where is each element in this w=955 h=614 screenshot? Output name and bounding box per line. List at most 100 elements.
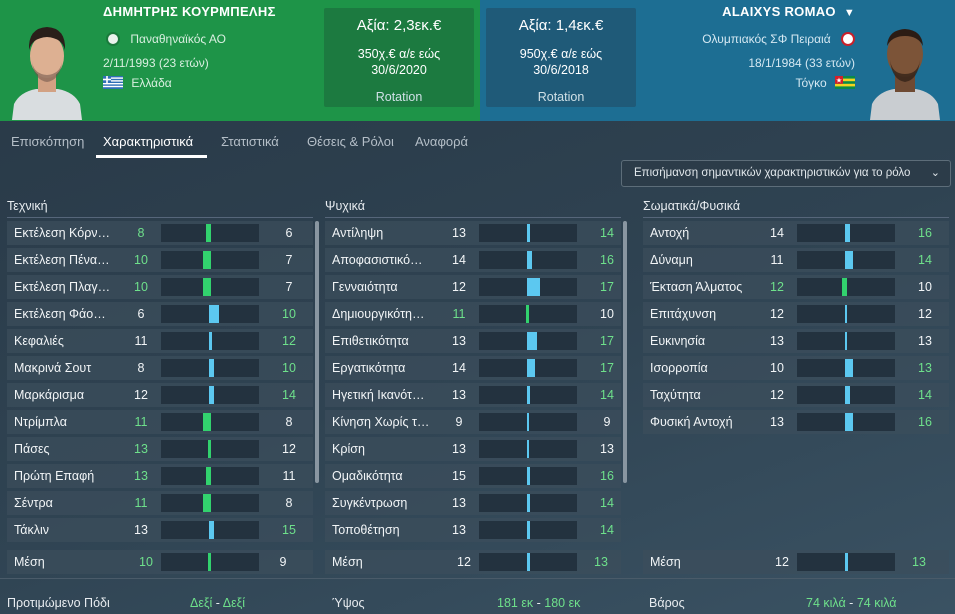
- left-player-value: 8: [137, 361, 145, 375]
- comparison-bar: [527, 332, 538, 350]
- comparison-bar: [527, 224, 530, 242]
- panathinaikos-crest-icon: [106, 32, 120, 46]
- attribute-label: Κίνηση Χωρίς τ…: [332, 415, 430, 429]
- left-player-value: 13: [452, 226, 466, 240]
- attribute-row[interactable]: Αντοχή 14 16: [643, 221, 949, 245]
- average-row[interactable]: Μέση 12 13: [325, 550, 621, 574]
- attribute-row[interactable]: Μαρκάρισμα 12 14: [7, 383, 313, 407]
- right-player-name-button[interactable]: ALAIXYS ROMAO ▼: [722, 4, 855, 19]
- attribute-row[interactable]: Συγκέντρωση 13 14: [325, 491, 621, 515]
- attribute-row[interactable]: Αποφασιστικό… 14 16: [325, 248, 621, 272]
- attribute-row[interactable]: Ταχύτητα 12 14: [643, 383, 949, 407]
- tab-positions-roles[interactable]: Θέσεις & Ρόλοι: [307, 134, 394, 149]
- comparison-bar: [209, 386, 215, 404]
- left-weight: 74 κιλά: [806, 596, 846, 610]
- comparison-bar: [209, 521, 215, 539]
- weight-values: 74 κιλά - 74 κιλά: [806, 596, 897, 610]
- right-player-value: 13: [918, 361, 932, 375]
- chevron-down-icon[interactable]: ▼: [843, 7, 855, 19]
- left-player-value: 15: [452, 469, 466, 483]
- attr-column-physical-title: Σωματικά/Φυσικά: [643, 199, 741, 213]
- attribute-row[interactable]: Φυσική Αντοχή 13 16: [643, 410, 949, 434]
- left-contract-box: Αξία: 2,3εκ.€ 350χ.€ α/ε εώς 30/6/2020 R…: [324, 8, 474, 107]
- attribute-row[interactable]: Δύναμη 11 14: [643, 248, 949, 272]
- attribute-row[interactable]: Πάσες 13 12: [7, 437, 313, 461]
- right-player-value: 16: [918, 226, 932, 240]
- attribute-label: Μέση: [650, 555, 681, 569]
- right-player-value: 13: [918, 334, 932, 348]
- column-scrollbar[interactable]: [623, 221, 627, 483]
- attribute-row[interactable]: Έκταση Άλματος 12 10: [643, 275, 949, 299]
- right-player-panel: Αξία: 1,4εκ.€ 950χ.€ α/ε εώς 30/6/2018 R…: [480, 0, 955, 121]
- tab-attributes[interactable]: Χαρακτηριστικά: [103, 134, 194, 149]
- attribute-row[interactable]: Εκτέλεση Κόρν… 8 6: [7, 221, 313, 245]
- right-player-nation[interactable]: Τόγκο: [795, 76, 855, 90]
- attribute-row[interactable]: Δημιουργικότη… 11 10: [325, 302, 621, 326]
- attribute-label: Κρίση: [332, 442, 365, 456]
- comparison-bar: [845, 332, 847, 350]
- attribute-row[interactable]: Εκτέλεση Φάο… 6 10: [7, 302, 313, 326]
- attribute-row[interactable]: Ηγετική Ικανότ… 13 14: [325, 383, 621, 407]
- left-player-value: 13: [452, 496, 466, 510]
- right-player-club[interactable]: Ολυμπιακός ΣΦ Πειραιά: [702, 32, 855, 46]
- right-player-value: 14: [600, 388, 614, 402]
- tab-stats[interactable]: Στατιστικά: [221, 134, 279, 149]
- attribute-label: Εργατικότητα: [332, 361, 406, 375]
- left-player-value: 14: [770, 226, 784, 240]
- attribute-row[interactable]: Τάκλιν 13 15: [7, 518, 313, 542]
- average-row[interactable]: Μέση 12 13: [643, 550, 949, 574]
- attribute-row[interactable]: Εκτέλεση Πένα… 10 7: [7, 248, 313, 272]
- left-player-avatar: [10, 12, 84, 120]
- tab-overview[interactable]: Επισκόπηση: [11, 134, 85, 149]
- comparison-bar: [208, 553, 211, 571]
- column-scrollbar[interactable]: [315, 221, 319, 483]
- left-contract-expiry: 30/6/2020: [371, 63, 427, 77]
- attribute-row[interactable]: Επιθετικότητα 13 17: [325, 329, 621, 353]
- right-player-value: 14: [600, 496, 614, 510]
- attribute-label: Τοποθέτηση: [332, 523, 400, 537]
- attribute-row[interactable]: Τοποθέτηση 13 14: [325, 518, 621, 542]
- attribute-row[interactable]: Ομαδικότητα 15 16: [325, 464, 621, 488]
- highlight-role-attributes-dropdown[interactable]: Επισήμανση σημαντικών χαρακτηριστικών γι…: [621, 160, 951, 187]
- attribute-row[interactable]: Κίνηση Χωρίς τ… 9 9: [325, 410, 621, 434]
- comparison-bar: [845, 305, 847, 323]
- average-row[interactable]: Μέση 10 9: [7, 550, 313, 574]
- right-height: 180 εκ: [544, 596, 581, 610]
- attribute-row[interactable]: Πρώτη Επαφή 13 11: [7, 464, 313, 488]
- comparison-bar: [845, 224, 851, 242]
- attribute-label: Ευκινησία: [650, 334, 706, 348]
- left-player-value: 8: [137, 226, 145, 240]
- left-player-name[interactable]: ΔΗΜΗΤΡΗΣ ΚΟΥΡΜΠΕΛΗΣ: [103, 4, 276, 19]
- left-player-value: 13: [770, 415, 784, 429]
- left-player-value: 10: [139, 555, 153, 569]
- attribute-row[interactable]: Σέντρα 11 8: [7, 491, 313, 515]
- attribute-row[interactable]: Αντίληψη 13 14: [325, 221, 621, 245]
- attribute-row[interactable]: Εργατικότητα 14 17: [325, 356, 621, 380]
- attribute-row[interactable]: Επιτάχυνση 12 12: [643, 302, 949, 326]
- right-player-name[interactable]: ALAIXYS ROMAO: [722, 4, 836, 19]
- right-club-name[interactable]: Ολυμπιακός ΣΦ Πειραιά: [702, 32, 831, 46]
- comparison-bar: [841, 278, 847, 296]
- left-player-value: 9: [455, 415, 463, 429]
- comparison-bar: [205, 224, 211, 242]
- tab-report[interactable]: Αναφορά: [415, 134, 469, 149]
- attribute-row[interactable]: Εκτέλεση Πλαγ… 10 7: [7, 275, 313, 299]
- attribute-row[interactable]: Ντρίμπλα 11 8: [7, 410, 313, 434]
- attribute-row[interactable]: Μακρινά Σουτ 8 10: [7, 356, 313, 380]
- attribute-row[interactable]: Ισορροπία 10 13: [643, 356, 949, 380]
- attr-column-technical-title: Τεχνική: [7, 199, 48, 213]
- olympiacos-crest-icon: [841, 32, 855, 46]
- left-player-value: 6: [137, 307, 145, 321]
- attribute-row[interactable]: Γενναιότητα 12 17: [325, 275, 621, 299]
- left-player-value: 12: [770, 307, 784, 321]
- attribute-label: Κεφαλιές: [14, 334, 64, 348]
- attribute-label: Αντίληψη: [332, 226, 384, 240]
- comparison-bar: [527, 521, 530, 539]
- attribute-row[interactable]: Κεφαλιές 11 12: [7, 329, 313, 353]
- attribute-row[interactable]: Κρίση 13 13: [325, 437, 621, 461]
- left-player-club[interactable]: Παναθηναϊκός ΑΟ: [106, 32, 226, 46]
- left-player-nation[interactable]: Ελλάδα: [103, 76, 172, 90]
- attribute-row[interactable]: Ευκινησία 13 13: [643, 329, 949, 353]
- left-player-value: 14: [452, 361, 466, 375]
- left-club-name[interactable]: Παναθηναϊκός ΑΟ: [130, 32, 226, 46]
